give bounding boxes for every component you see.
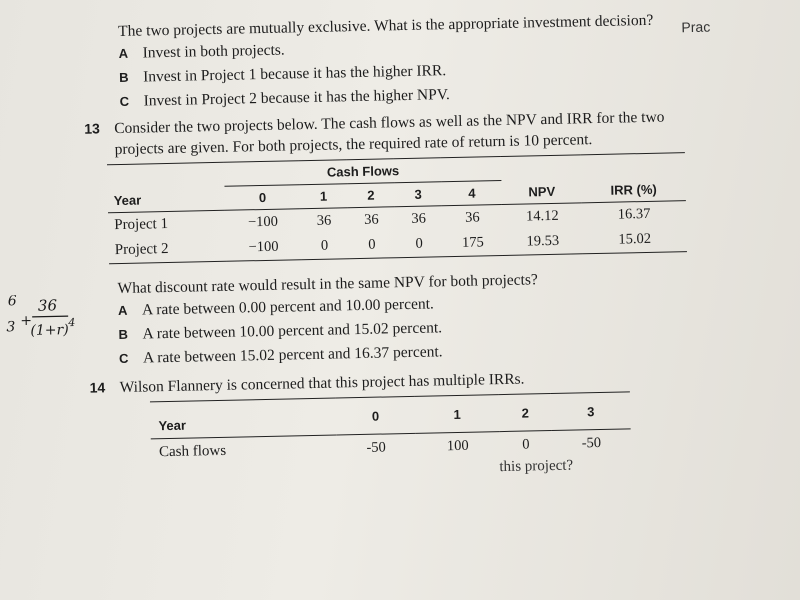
year-col: 0 [335,396,416,436]
row-label: Project 2 [108,235,227,264]
hand-digit: 6 [8,294,17,309]
hand-denominator: (1+r) [30,322,69,339]
cash-flow-cell: 36 [363,211,379,228]
cash-flow-cell: 0 [300,233,349,260]
option-text: Invest in both projects. [142,41,285,62]
hand-plus: + [20,313,32,329]
cut-off-text: this project? [499,457,574,476]
hand-exponent: 4 [67,316,75,329]
irr-cell: 15.02 [582,226,687,254]
year-col: 1 [414,394,500,434]
cash-flow-cell: 0 [395,231,444,258]
row-label: Cash flows [158,442,227,461]
option-text: Invest in Project 2 because it has the h… [143,86,450,110]
option-letter: A [118,45,129,61]
irr-header: IRR (%) [581,176,686,203]
q14-number: 14 [89,379,106,396]
question-12: The two projects are mutually exclusive.… [70,9,712,115]
question-14: 14 Wilson Flannery is concerned that thi… [77,365,719,485]
cash-flow-cell: 36 [464,209,480,226]
hand-numerator: 36 [38,296,58,314]
year-col: 4 [441,180,503,206]
cash-flow-cell: 100 [446,437,469,455]
npv-cell: 19.53 [502,228,583,256]
year-col: 3 [394,181,443,207]
running-header: Prac [681,18,711,36]
cash-flow-cell: -50 [581,434,602,452]
q13-stem: Consider the two projects below. The cas… [114,108,665,159]
cash-flow-cell: -50 [366,439,386,456]
option-letter: C [119,93,130,109]
q14-stem: Wilson Flannery is concerned that this p… [119,370,525,397]
q14-cash-flow-table: Year 0 1 2 3 Cash flows -50 100 0 -50 [149,391,632,467]
page-content: Prac 6 3 + 36 (1+r) 4 The two projects a… [6,9,720,485]
cash-flow-cell: 36 [316,212,332,229]
npv-cell: 14.12 [525,207,559,225]
cash-flow-cell: −100 [225,234,302,262]
year-col: 2 [346,182,395,208]
cash-flow-cell: 0 [522,436,530,453]
year-col: 0 [224,184,301,211]
cash-flow-cell: 175 [442,229,504,257]
option-letter: C [118,350,129,367]
q13-number: 13 [84,120,100,137]
npv-header: NPV [501,178,582,205]
year-col: 1 [299,183,348,209]
year-col: 2 [498,393,552,432]
year-col: 3 [550,391,631,431]
option-letter: B [118,326,129,343]
option-letter: B [119,69,129,85]
option-letter: A [117,302,128,319]
cash-flow-cell: −100 [247,213,279,231]
cash-flow-table: Cash Flows Year 0 1 2 3 4 NPV IRR (%) Pr… [106,152,687,265]
year-header: Year [107,186,226,213]
row-label: Project 1 [114,215,169,234]
option-text: A rate between 15.02 percent and 16.37 p… [142,343,443,367]
handwritten-annotation: 6 3 + 36 (1+r) 4 [6,294,75,339]
irr-cell: 16.37 [617,205,651,223]
cash-flow-cell: 36 [411,210,427,227]
cash-flow-cell: 0 [348,232,396,259]
question-13: 13 Consider the two projects below. The … [72,106,717,372]
hand-exp-left: 3 [6,319,15,335]
year-header: Year [149,398,337,439]
